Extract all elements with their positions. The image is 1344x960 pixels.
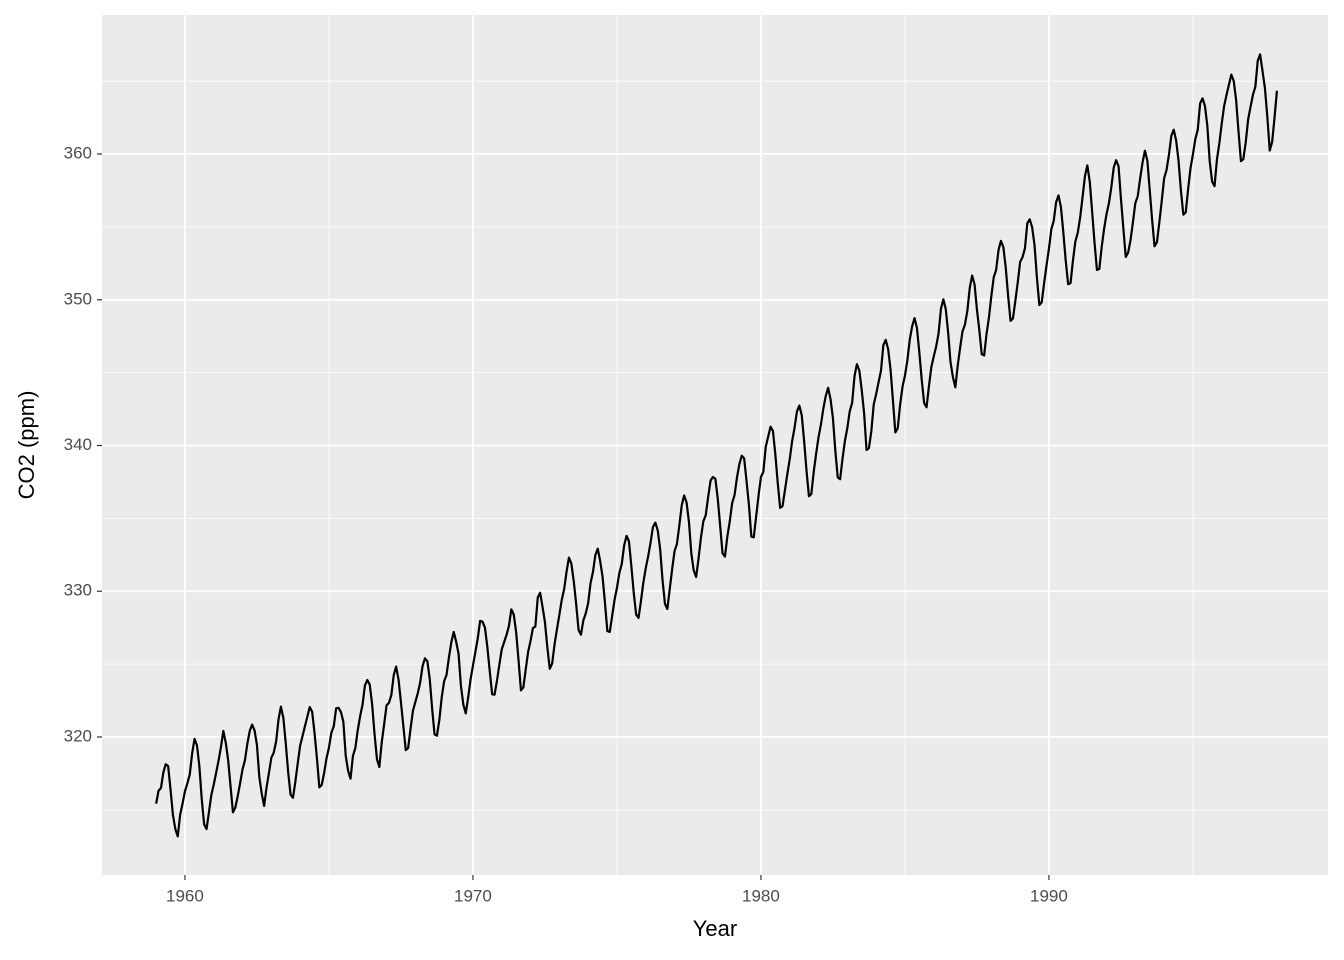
y-axis-title: CO2 (ppm) (14, 391, 39, 500)
x-tick-label: 1970 (454, 886, 492, 905)
y-tick-label: 320 (64, 726, 92, 745)
y-tick-label: 330 (64, 581, 92, 600)
y-tick-label: 350 (64, 289, 92, 308)
x-tick-label: 1990 (1030, 886, 1068, 905)
x-tick-label: 1980 (742, 886, 780, 905)
x-tick-label: 1960 (166, 886, 204, 905)
grid (102, 15, 1328, 875)
x-axis-title: Year (693, 916, 737, 941)
y-tick-label: 360 (64, 144, 92, 163)
y-tick-label: 340 (64, 435, 92, 454)
axes: 1960 1970 1980 1990 320 330 340 350 360 (64, 144, 1068, 906)
line (155, 53, 1279, 838)
marks (155, 53, 1279, 838)
